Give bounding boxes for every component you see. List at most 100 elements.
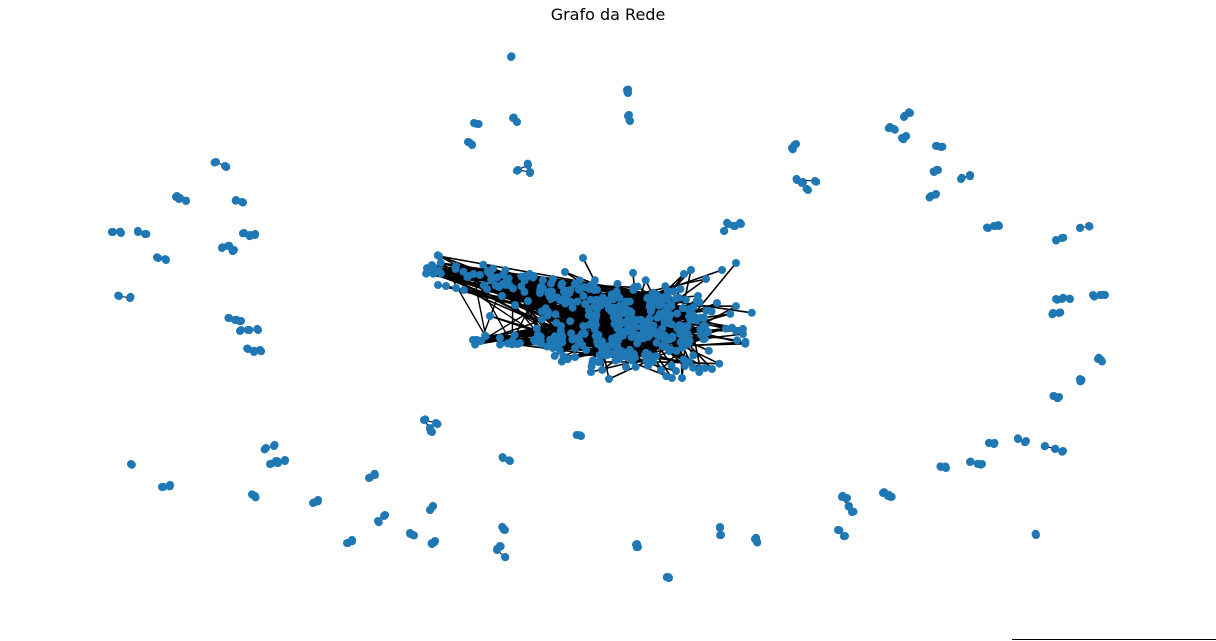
graph-node (520, 276, 529, 285)
graph-node (1058, 447, 1067, 456)
graph-node (428, 502, 437, 511)
graph-node (905, 108, 913, 117)
graph-node (481, 331, 490, 340)
graph-edge (689, 319, 701, 369)
graph-node (451, 265, 460, 273)
graph-node (631, 362, 640, 371)
graph-node (555, 340, 564, 349)
graph-node (348, 537, 357, 546)
graph-node (598, 341, 606, 350)
graph-node (501, 553, 510, 562)
graph-node (1031, 529, 1040, 538)
graph-node (436, 258, 445, 267)
graph-node (966, 172, 974, 181)
graph-node (523, 159, 532, 168)
graph-node (370, 469, 379, 478)
graph-node (549, 344, 557, 352)
graph-node (732, 302, 740, 311)
graph-node (507, 52, 516, 61)
graph-node (435, 267, 444, 276)
graph-node (250, 346, 259, 355)
graph-node (887, 492, 896, 501)
graph-node (280, 457, 289, 466)
graph-node (544, 308, 552, 316)
graph-edge (617, 341, 687, 348)
graph-node (702, 275, 710, 283)
graph-node (593, 304, 602, 313)
graph-node (716, 524, 724, 533)
graph-node (526, 169, 534, 178)
graph-edge (512, 287, 556, 344)
graph-node (235, 317, 244, 326)
graph-node (649, 327, 658, 335)
graph-node (938, 142, 947, 151)
graph-node (644, 361, 653, 370)
graph-node (536, 339, 545, 348)
graph-node (676, 285, 685, 293)
graph-node (723, 218, 731, 227)
graph-node (313, 497, 322, 506)
graph-node (595, 351, 604, 360)
graph-node (747, 308, 756, 317)
graph-node (159, 482, 168, 491)
graph-node (700, 334, 709, 343)
graph-node (708, 365, 716, 373)
graph-node (704, 346, 713, 355)
graph-node (1053, 394, 1062, 403)
graph-node (680, 270, 688, 278)
graph-node (421, 415, 430, 424)
graph-node (631, 322, 640, 331)
graph-node (1051, 444, 1060, 453)
graph-node (426, 427, 435, 436)
graph-node (257, 347, 266, 356)
graph-edge (595, 297, 654, 337)
graph-node (671, 294, 680, 303)
graph-node (528, 273, 537, 282)
graph-node (666, 310, 675, 319)
graph-node (591, 331, 600, 340)
graph-node (1076, 377, 1085, 386)
graph-node (561, 268, 569, 276)
graph-node (732, 327, 740, 335)
graph-node (741, 339, 750, 348)
graph-node (720, 226, 729, 235)
graph-node (165, 482, 174, 491)
graph-node (933, 165, 941, 174)
graph-node (687, 266, 695, 274)
graph-node (126, 292, 135, 301)
node-layer (107, 52, 1109, 582)
graph-node (684, 340, 692, 348)
graph-node (625, 347, 634, 356)
graph-node (655, 294, 664, 303)
graph-node (589, 356, 597, 365)
graph-node (753, 538, 762, 547)
graph-node (251, 230, 260, 238)
graph-node (498, 270, 507, 279)
graph-node (273, 459, 282, 467)
graph-node (464, 272, 473, 280)
graph-node (736, 218, 745, 227)
graph-node (612, 287, 621, 296)
graph-edge (439, 271, 573, 341)
graph-node (932, 141, 940, 150)
graph-node (729, 221, 738, 230)
graph-node (182, 196, 191, 205)
graph-node (430, 538, 439, 547)
graph-node (517, 282, 526, 291)
graph-node (496, 334, 504, 342)
graph-node (575, 276, 584, 285)
graph-node (530, 336, 538, 344)
graph-node (673, 309, 681, 318)
graph-node (625, 116, 634, 125)
graph-node (107, 228, 116, 236)
graph-node (127, 460, 136, 469)
graph-node (237, 326, 245, 335)
graph-node (641, 350, 649, 359)
graph-node (1098, 357, 1106, 366)
graph-node (707, 307, 716, 316)
graph-node (615, 303, 624, 312)
graph-node (153, 253, 161, 262)
graph-node (210, 158, 219, 167)
